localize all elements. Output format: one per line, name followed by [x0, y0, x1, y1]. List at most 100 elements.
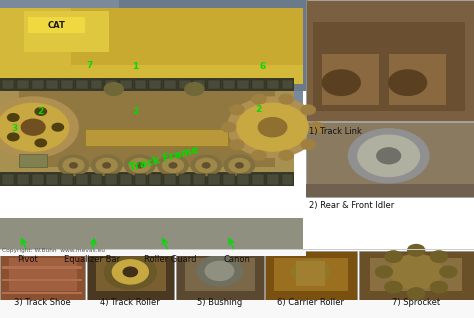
Bar — [28, 17, 85, 33]
Circle shape — [230, 140, 244, 149]
Circle shape — [8, 133, 19, 141]
Bar — [282, 80, 293, 89]
Bar — [313, 22, 465, 111]
Bar — [237, 174, 249, 185]
Text: Roller Guard: Roller Guard — [145, 255, 197, 264]
Bar — [179, 174, 191, 185]
Circle shape — [35, 108, 46, 115]
Circle shape — [310, 122, 324, 132]
Bar — [208, 80, 220, 89]
Bar — [91, 80, 102, 89]
Circle shape — [129, 158, 150, 172]
Bar — [135, 80, 146, 89]
Text: 5) Bushing: 5) Bushing — [197, 298, 242, 307]
Circle shape — [237, 103, 308, 151]
Circle shape — [91, 155, 122, 176]
Text: 7) Sprocket: 7) Sprocket — [392, 298, 440, 307]
Bar — [0, 249, 306, 256]
Circle shape — [0, 103, 69, 151]
Bar — [61, 174, 73, 185]
Circle shape — [301, 140, 315, 149]
Circle shape — [229, 158, 250, 172]
Bar — [105, 80, 117, 89]
Circle shape — [0, 97, 78, 157]
Text: 3: 3 — [11, 124, 18, 133]
Bar — [164, 174, 176, 185]
Circle shape — [169, 163, 177, 168]
Circle shape — [385, 281, 402, 293]
Bar — [252, 80, 264, 89]
Circle shape — [63, 158, 84, 172]
Bar — [0, 0, 303, 107]
Bar — [0, 300, 474, 318]
Bar — [17, 80, 29, 89]
Circle shape — [96, 158, 117, 172]
Text: 1: 1 — [132, 62, 138, 71]
Circle shape — [158, 155, 188, 176]
Bar — [135, 174, 146, 185]
Bar — [164, 80, 176, 89]
Bar — [17, 174, 29, 185]
Bar — [87, 251, 174, 301]
Circle shape — [104, 83, 123, 95]
Bar — [306, 184, 474, 197]
Circle shape — [221, 122, 236, 132]
Circle shape — [196, 158, 217, 172]
Circle shape — [252, 94, 266, 104]
Bar — [306, 122, 474, 197]
Bar — [32, 174, 44, 185]
Bar — [267, 80, 279, 89]
Text: 6: 6 — [260, 62, 266, 71]
Bar — [265, 251, 357, 301]
Bar — [9, 258, 77, 291]
Circle shape — [191, 155, 221, 176]
Bar — [61, 80, 73, 89]
Bar — [0, 78, 294, 91]
Bar — [296, 261, 325, 286]
Circle shape — [8, 114, 19, 121]
Circle shape — [279, 94, 293, 104]
Bar — [193, 174, 205, 185]
Circle shape — [430, 251, 447, 262]
Circle shape — [58, 155, 89, 176]
Bar — [76, 80, 88, 89]
Bar — [267, 174, 279, 185]
Text: 2: 2 — [132, 107, 138, 116]
Bar — [2, 266, 82, 269]
Bar — [2, 80, 14, 89]
Circle shape — [185, 83, 204, 95]
Text: Canon: Canon — [224, 255, 250, 264]
Circle shape — [408, 288, 425, 299]
Bar — [85, 129, 228, 146]
Bar — [359, 251, 474, 301]
Circle shape — [301, 105, 315, 114]
Circle shape — [205, 261, 234, 280]
Circle shape — [375, 266, 392, 278]
Circle shape — [322, 70, 360, 95]
Circle shape — [408, 245, 425, 256]
Text: Pivot: Pivot — [17, 255, 37, 264]
Bar — [282, 174, 293, 185]
Bar — [95, 258, 166, 291]
Bar — [306, 0, 474, 121]
Circle shape — [202, 163, 210, 168]
Circle shape — [21, 119, 45, 135]
Bar — [0, 218, 303, 250]
Circle shape — [163, 158, 183, 172]
Bar — [223, 80, 235, 89]
Circle shape — [230, 105, 244, 114]
Bar — [274, 258, 348, 291]
Circle shape — [430, 281, 447, 293]
Circle shape — [125, 155, 155, 176]
Circle shape — [70, 163, 77, 168]
Circle shape — [377, 148, 401, 164]
Text: 4) Track Roller: 4) Track Roller — [100, 298, 160, 307]
Bar — [2, 174, 14, 185]
Circle shape — [112, 260, 148, 284]
Circle shape — [236, 163, 243, 168]
Bar — [0, 251, 85, 301]
Bar — [149, 80, 161, 89]
Text: 1) Track Link: 1) Track Link — [309, 127, 362, 136]
Circle shape — [136, 163, 144, 168]
Bar — [32, 80, 44, 89]
